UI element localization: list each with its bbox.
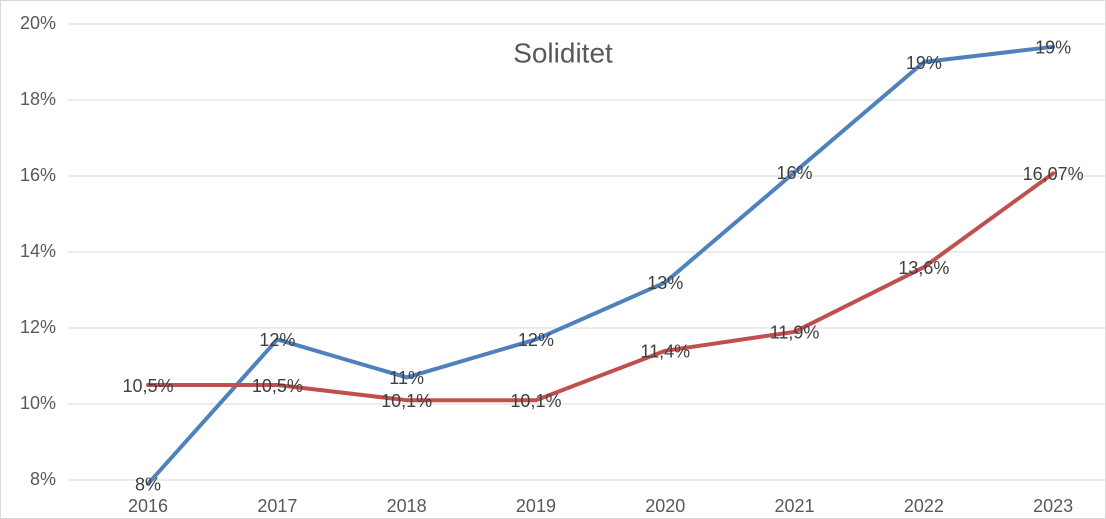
data-label: 10,1% bbox=[381, 391, 432, 411]
data-label: 10,1% bbox=[510, 391, 561, 411]
data-label: 13% bbox=[647, 273, 683, 293]
data-label: 12% bbox=[518, 330, 554, 350]
data-label: 8% bbox=[135, 475, 161, 495]
data-label: 19% bbox=[1035, 38, 1071, 58]
data-label: 13,6% bbox=[898, 258, 949, 278]
data-label: 10,5% bbox=[123, 376, 174, 396]
x-tick-label: 2016 bbox=[128, 496, 168, 516]
x-tick-label: 2019 bbox=[516, 496, 556, 516]
x-tick-label: 2020 bbox=[645, 496, 685, 516]
x-tick-label: 2018 bbox=[387, 496, 427, 516]
chart-title: Soliditet bbox=[513, 37, 613, 68]
data-label: 16% bbox=[777, 163, 813, 183]
x-tick-label: 2017 bbox=[257, 496, 297, 516]
y-tick-label: 20% bbox=[20, 13, 56, 33]
series-line bbox=[146, 44, 1056, 486]
y-tick-label: 18% bbox=[20, 89, 56, 109]
x-tick-label: 2023 bbox=[1033, 496, 1073, 516]
y-tick-label: 16% bbox=[20, 165, 56, 185]
x-tick-label: 2022 bbox=[904, 496, 944, 516]
data-label: 10,5% bbox=[252, 376, 303, 396]
data-label: 11% bbox=[389, 368, 424, 388]
y-tick-label: 8% bbox=[30, 469, 56, 489]
data-label: 11,4% bbox=[640, 342, 690, 362]
series-line bbox=[146, 171, 1056, 403]
data-label: 12% bbox=[259, 330, 295, 350]
y-tick-label: 12% bbox=[20, 317, 56, 337]
data-label: 16,07% bbox=[1023, 164, 1084, 184]
y-tick-label: 14% bbox=[20, 241, 56, 261]
x-tick-label: 2021 bbox=[775, 496, 815, 516]
data-label: 11,9% bbox=[770, 323, 820, 343]
data-label: 19% bbox=[906, 53, 942, 73]
y-tick-label: 10% bbox=[20, 393, 56, 413]
